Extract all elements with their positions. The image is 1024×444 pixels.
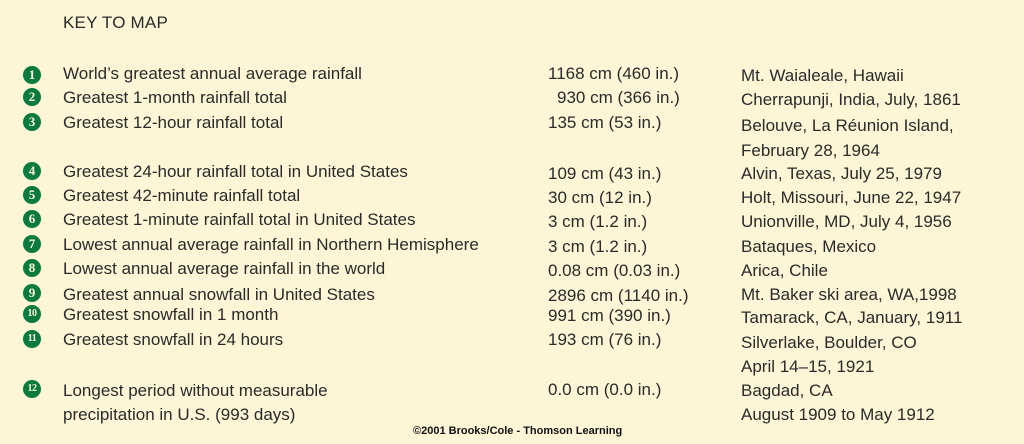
entry-location: Unionville, MD, July 4, 1956 <box>741 212 952 231</box>
entry-description: Lowest annual average rainfall in Northe… <box>63 235 479 254</box>
key-entry: 10 Greatest snowfall in 1 month 991 cm (… <box>0 305 1024 329</box>
entry-amount: 2896 cm (1140 in.) <box>548 286 689 305</box>
entry-location: Mt. Waialeale, Hawaii <box>741 66 904 85</box>
entry-description: Greatest 42-minute rainfall total <box>63 186 301 205</box>
entry-amount: 0.08 cm (0.03 in.) <box>548 261 681 280</box>
key-entry: 9 Greatest annual snowfall in United Sta… <box>0 284 1024 308</box>
entry-location: Mt. Baker ski area, WA,1998 <box>741 285 957 304</box>
key-entry: 2 Greatest 1-month rainfall total 930 cm… <box>0 88 1024 112</box>
entry-location-line2: February 28, 1964 <box>741 141 880 160</box>
number-badge-icon: 2 <box>23 88 41 106</box>
entry-description: Greatest 1-month rainfall total <box>63 88 287 107</box>
copyright-notice: ©2001 Brooks/Cole - Thomson Learning <box>413 425 623 437</box>
entry-location: Bagdad, CA <box>741 381 833 400</box>
entry-location: Silverlake, Boulder, CO <box>741 333 917 352</box>
key-entry: 5 Greatest 42-minute rainfall total 30 c… <box>0 186 1024 210</box>
entry-amount: 193 cm (76 in.) <box>548 330 662 349</box>
entry-amount: 0.0 cm (0.0 in.) <box>548 380 662 399</box>
number-badge-icon: 12 <box>23 380 41 398</box>
entry-amount: 3 cm (1.2 in.) <box>548 212 648 231</box>
number-badge-icon: 5 <box>23 186 41 204</box>
key-title: KEY TO MAP <box>63 13 168 32</box>
entry-description: World’s greatest annual average rainfall <box>63 64 362 83</box>
number-badge-icon: 6 <box>23 210 41 228</box>
entry-amount: 30 cm (12 in.) <box>548 188 652 207</box>
key-entry: 3 Greatest 12-hour rainfall total 135 cm… <box>0 113 1024 163</box>
number-badge-icon: 11 <box>23 330 41 348</box>
entry-amount: 135 cm (53 in.) <box>548 113 662 132</box>
number-badge-icon: 4 <box>23 162 41 180</box>
entry-amount: 991 cm (390 in.) <box>548 306 671 325</box>
key-entry: 4 Greatest 24-hour rainfall total in Uni… <box>0 162 1024 186</box>
entry-description: Greatest 1-minute rainfall total in Unit… <box>63 210 416 229</box>
entry-amount: 1168 cm (460 in.) <box>548 64 680 83</box>
entry-location: Cherrapunji, India, July, 1861 <box>741 90 961 109</box>
number-badge-icon: 3 <box>23 113 41 131</box>
number-badge-icon: 1 <box>23 66 41 84</box>
entry-location-line2: April 14–15, 1921 <box>741 357 875 376</box>
entry-amount: 930 cm (366 in.) <box>557 88 680 107</box>
number-badge-icon: 8 <box>23 259 41 277</box>
entry-description: Greatest 24-hour rainfall total in Unite… <box>63 162 408 181</box>
entry-description: Greatest annual snowfall in United State… <box>63 285 375 304</box>
number-badge-icon: 9 <box>23 284 41 302</box>
entry-amount: 3 cm (1.2 in.) <box>548 237 648 256</box>
entry-location: Holt, Missouri, June 22, 1947 <box>741 188 962 207</box>
entry-location: Alvin, Texas, July 25, 1979 <box>741 164 942 183</box>
entry-location: Bataques, Mexico <box>741 237 877 256</box>
entry-location-line2: August 1909 to May 1912 <box>741 405 935 424</box>
key-entry: 7 Lowest annual average rainfall in Nort… <box>0 235 1024 259</box>
entry-location: Arica, Chile <box>741 261 828 280</box>
key-entry: 6 Greatest 1-minute rainfall total in Un… <box>0 210 1024 234</box>
number-badge-icon: 10 <box>23 305 41 323</box>
entry-location: Tamarack, CA, January, 1911 <box>741 308 963 327</box>
entry-description: Greatest snowfall in 1 month <box>63 305 279 324</box>
key-entry: 1 World’s greatest annual average rainfa… <box>0 64 1024 88</box>
number-badge-icon: 7 <box>23 235 41 253</box>
entry-description: Greatest 12-hour rainfall total <box>63 113 284 132</box>
entry-amount: 109 cm (43 in.) <box>548 164 662 183</box>
entry-location: Belouve, La Réunion Island, <box>741 116 954 135</box>
key-entry: 8 Lowest annual average rainfall in the … <box>0 259 1024 283</box>
entry-description-line2: precipitation in U.S. (993 days) <box>63 405 296 424</box>
key-entry: 11 Greatest snowfall in 24 hours 193 cm … <box>0 330 1024 378</box>
key-entry: 12 Longest period without measurable pre… <box>0 380 1024 424</box>
entry-description: Longest period without measurable <box>63 381 328 400</box>
entry-description: Greatest snowfall in 24 hours <box>63 330 284 349</box>
entry-description: Lowest annual average rainfall in the wo… <box>63 259 386 278</box>
